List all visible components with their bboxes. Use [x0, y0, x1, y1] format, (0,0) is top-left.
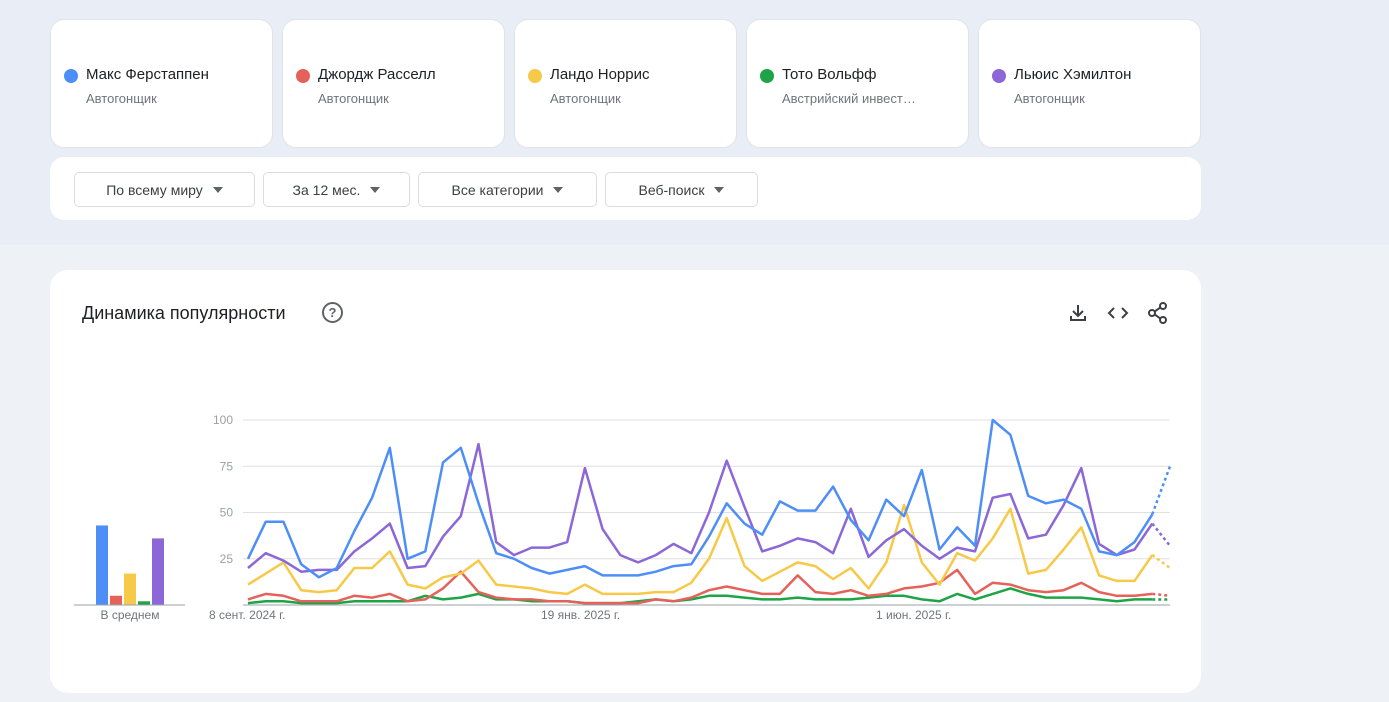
embed-code-icon[interactable]: [1105, 300, 1131, 326]
term-card-hamilton[interactable]: Льюис Хэмилтон Автогонщик: [978, 19, 1201, 148]
series-line: [247, 568, 1153, 605]
term-card-russell[interactable]: Джордж Расселл Автогонщик: [282, 19, 505, 148]
series-line: [246, 418, 1154, 579]
region-label: По всему миру: [106, 181, 203, 198]
average-bars: В среднем: [74, 525, 185, 622]
x-tick-label: 8 сент. 2024 г.: [209, 608, 285, 622]
series-line: [247, 503, 1154, 596]
y-tick-label: 25: [220, 552, 234, 566]
series-line: [247, 587, 1153, 605]
term-type: Автогонщик: [86, 91, 157, 106]
share-icon[interactable]: [1145, 300, 1171, 326]
chart-grid: 100 75 50 25: [213, 413, 1170, 606]
term-color-dot: [64, 69, 78, 83]
average-bar: [110, 595, 122, 605]
term-card-wolff[interactable]: Тото Вольфф Австрийский инвест…: [746, 19, 969, 148]
y-tick-label: 75: [220, 459, 234, 473]
series-partial-segment: [1152, 592, 1171, 597]
term-color-dot: [528, 69, 542, 83]
period-dropdown[interactable]: За 12 мес.: [263, 172, 410, 207]
category-dropdown[interactable]: Все категории: [418, 172, 597, 207]
interest-chart: В среднем 100 75 50 25 8 сент. 2024 г. 19 ян…: [74, 413, 1172, 622]
y-tick-label: 50: [220, 506, 234, 520]
series-partial-segment: [1151, 465, 1172, 515]
region-dropdown[interactable]: По всему миру: [74, 172, 255, 207]
chart-series: [246, 418, 1172, 605]
period-label: За 12 мес.: [292, 181, 361, 198]
interest-over-time-card: Динамика популярности ? В среднем 100 75 5…: [50, 270, 1201, 693]
term-type: Автогонщик: [550, 91, 621, 106]
term-name: Макс Ферстаппен: [86, 66, 209, 83]
x-axis-labels: 8 сент. 2024 г. 19 янв. 2025 г. 1 июн. 202…: [209, 608, 951, 622]
caret-down-icon: [212, 186, 223, 193]
series-partial-segment: [1151, 522, 1171, 547]
term-color-dot: [760, 69, 774, 83]
series-partial-segment: [1151, 554, 1171, 570]
card-title: Динамика популярности: [82, 303, 286, 323]
average-bar: [138, 601, 150, 605]
term-name: Льюис Хэмилтон: [1014, 66, 1132, 83]
caret-down-icon: [553, 186, 564, 193]
term-type: Австрийский инвест…: [782, 91, 916, 106]
average-label: В среднем: [101, 608, 160, 622]
search-type-dropdown[interactable]: Веб-поиск: [605, 172, 758, 207]
term-card-verstappen[interactable]: Макс Ферстаппен Автогонщик: [50, 19, 273, 148]
caret-down-icon: [370, 186, 381, 193]
term-color-dot: [992, 69, 1006, 83]
term-card-norris[interactable]: Ландо Норрис Автогонщик: [514, 19, 737, 148]
term-color-dot: [296, 69, 310, 83]
search-type-label: Веб-поиск: [638, 181, 705, 198]
help-circle-icon[interactable]: ?: [322, 302, 343, 323]
average-bar: [152, 538, 164, 605]
term-type: Автогонщик: [1014, 91, 1085, 106]
series-line: [247, 442, 1154, 573]
compare-terms: Макс Ферстаппен Автогонщик Джордж Рассел…: [50, 19, 1201, 148]
term-type: Автогонщик: [318, 91, 389, 106]
x-tick-label: 1 июн. 2025 г.: [876, 608, 951, 622]
average-bar: [96, 525, 108, 605]
caret-down-icon: [714, 186, 725, 193]
term-name: Джордж Расселл: [318, 66, 436, 83]
download-icon[interactable]: [1065, 300, 1091, 326]
x-tick-label: 19 янв. 2025 г.: [541, 608, 620, 622]
filter-bar: По всему миру За 12 мес. Все категории В…: [50, 157, 1201, 220]
average-bar: [124, 573, 136, 605]
y-tick-label: 100: [213, 413, 233, 427]
term-name: Ландо Норрис: [550, 66, 650, 83]
term-name: Тото Вольфф: [782, 66, 877, 83]
category-label: Все категории: [451, 181, 544, 198]
